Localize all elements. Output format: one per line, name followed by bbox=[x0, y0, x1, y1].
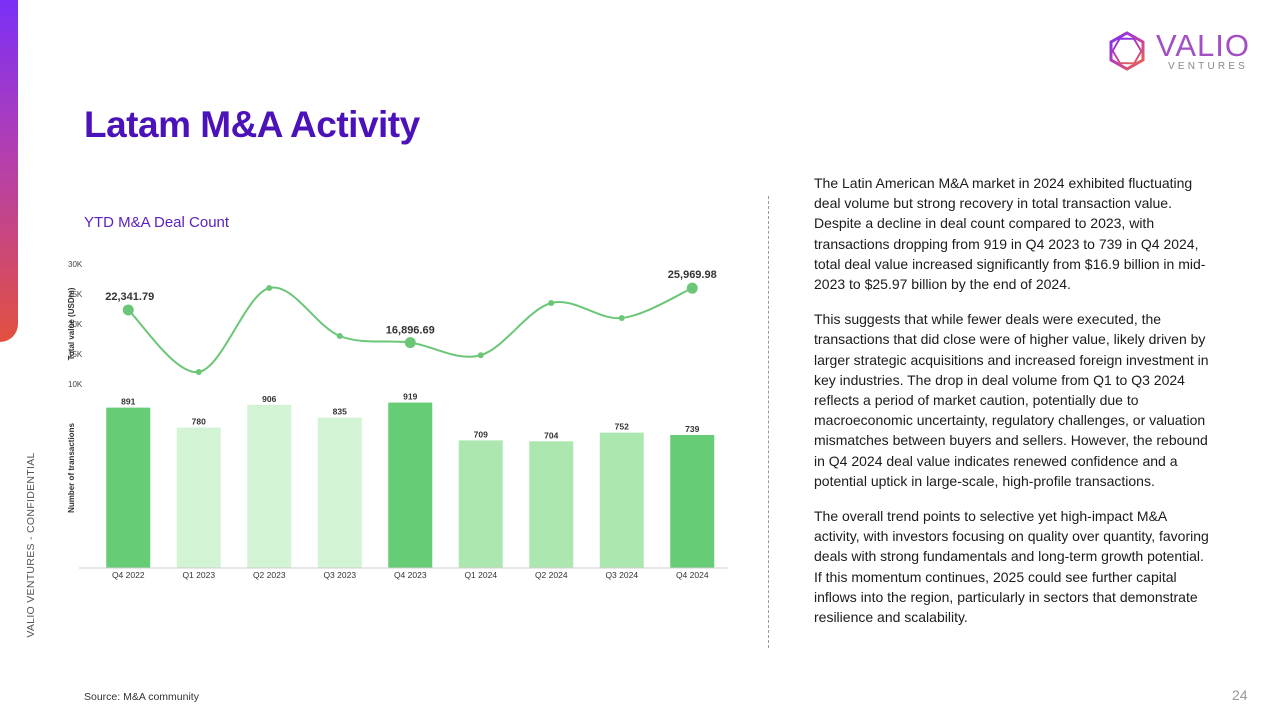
paragraph-2: This suggests that while fewer deals wer… bbox=[814, 311, 1209, 489]
highlighted-point bbox=[404, 337, 416, 349]
accent-bar bbox=[0, 0, 18, 342]
bar-q4-2024 bbox=[670, 434, 715, 568]
y-tick-label: 20K bbox=[68, 320, 83, 329]
line-value-label: 16,896.69 bbox=[386, 325, 435, 337]
bar-value-label: 752 bbox=[615, 422, 629, 432]
line-point bbox=[548, 300, 555, 306]
bar-q1-2024 bbox=[458, 440, 503, 568]
valio-logo: VALIO VENTURES bbox=[1106, 30, 1249, 74]
category-label: Q4 2022 bbox=[112, 570, 145, 580]
commentary-text: The Latin American M&A market in 2024 ex… bbox=[814, 173, 1214, 642]
line-point bbox=[618, 315, 625, 321]
bar-q4-2022 bbox=[106, 407, 151, 568]
bar-q1-2023 bbox=[176, 427, 221, 568]
page-number: 24 bbox=[1232, 687, 1248, 703]
y-tick-label: 15K bbox=[68, 350, 83, 359]
logo-name: VALIO bbox=[1156, 28, 1251, 63]
highlighted-point bbox=[686, 282, 698, 294]
total-value-line bbox=[127, 286, 693, 374]
line-value-label: 22,341.79 bbox=[105, 291, 154, 303]
category-label: Q4 2023 bbox=[394, 570, 427, 580]
vertical-divider bbox=[768, 196, 769, 648]
line-value-label: 25,969.98 bbox=[668, 269, 717, 281]
bar-q3-2024 bbox=[599, 432, 644, 568]
bar-value-label: 835 bbox=[333, 407, 347, 417]
bar-value-label: 891 bbox=[121, 397, 135, 407]
line-point bbox=[336, 333, 343, 339]
bar-value-label: 780 bbox=[192, 417, 206, 427]
bar-axis-title: Number of transactions bbox=[67, 423, 76, 513]
y-tick-label: 25K bbox=[68, 290, 83, 299]
category-label: Q1 2023 bbox=[182, 570, 215, 580]
paragraph-3: The overall trend points to selective ye… bbox=[814, 508, 1209, 626]
highlighted-point bbox=[122, 304, 134, 316]
bar-value-label: 739 bbox=[685, 424, 699, 434]
page-title: Latam M&A Activity bbox=[84, 104, 420, 145]
chart-svg: 30K 25K 20K 15K 10K Total value (USDm) Number … bbox=[67, 260, 728, 580]
bar-value-label: 906 bbox=[262, 394, 276, 404]
category-label: Q3 2023 bbox=[323, 570, 356, 580]
source-note: Source: M&A community bbox=[84, 691, 199, 703]
ma-activity-chart: 30K 25K 20K 15K 10K Total value (USDm) Number … bbox=[60, 250, 740, 590]
y-tick-label: 30K bbox=[68, 260, 83, 269]
bar-q3-2023 bbox=[317, 417, 362, 568]
bar-value-label: 704 bbox=[544, 430, 558, 440]
bar-q4-2023 bbox=[388, 402, 433, 568]
bar-q2-2023 bbox=[247, 404, 292, 568]
bar-value-label: 709 bbox=[474, 429, 488, 439]
confidential-label: VALIO VENTURES - CONFIDENTIAL bbox=[25, 452, 37, 638]
category-label: Q1 2024 bbox=[464, 570, 497, 580]
y-tick-label: 10K bbox=[68, 380, 83, 389]
bar-value-label: 919 bbox=[403, 392, 417, 402]
hexagon-logo-icon bbox=[1109, 31, 1145, 71]
category-label: Q3 2024 bbox=[605, 570, 638, 580]
bar-q2-2024 bbox=[529, 441, 574, 568]
category-label: Q4 2024 bbox=[676, 570, 709, 580]
paragraph-1: The Latin American M&A market in 2024 ex… bbox=[814, 175, 1206, 293]
chart-subtitle: YTD M&A Deal Count bbox=[84, 214, 230, 231]
line-point bbox=[195, 369, 202, 375]
line-point bbox=[477, 352, 484, 359]
logo-subtitle: VENTURES bbox=[1168, 61, 1249, 72]
line-axis-title: Total value (USDm) bbox=[67, 287, 76, 360]
category-label: Q2 2024 bbox=[535, 570, 568, 580]
line-point bbox=[266, 285, 273, 291]
category-label: Q2 2023 bbox=[253, 570, 286, 580]
